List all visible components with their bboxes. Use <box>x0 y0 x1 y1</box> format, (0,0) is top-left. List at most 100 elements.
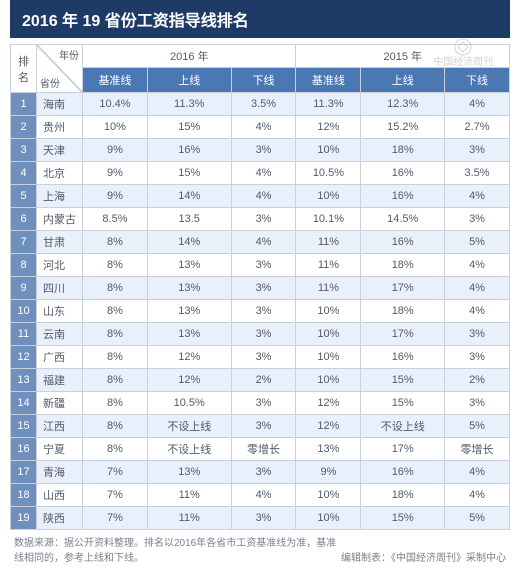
table-row: 2贵州10%15%4%12%15.2%2.7% <box>11 116 510 139</box>
rank-cell: 11 <box>11 323 37 346</box>
base-2016-cell: 9% <box>83 162 148 185</box>
rank-cell: 8 <box>11 254 37 277</box>
rank-cell: 4 <box>11 162 37 185</box>
table-row: 14新疆8%10.5%3%12%15%3% <box>11 392 510 415</box>
upper-2015-cell: 16% <box>361 346 445 369</box>
lower-2016-cell: 3% <box>231 415 296 438</box>
base-2016-cell: 7% <box>83 507 148 530</box>
table-row: 5上海9%14%4%10%16%4% <box>11 185 510 208</box>
upper-2015-cell: 16% <box>361 162 445 185</box>
table-row: 3天津9%16%3%10%18%3% <box>11 139 510 162</box>
upper-2016-cell: 13% <box>147 254 231 277</box>
base-2015-cell: 11% <box>296 277 361 300</box>
base-2015-cell: 10% <box>296 300 361 323</box>
lower-2016-cell: 3% <box>231 346 296 369</box>
sub-lower-2015: 下线 <box>445 68 510 93</box>
upper-2015-cell: 16% <box>361 461 445 484</box>
base-2016-cell: 8% <box>83 415 148 438</box>
lower-2015-cell: 2.7% <box>445 116 510 139</box>
footer-line2: 线相同的，参考上线和下线。 <box>14 551 144 566</box>
province-cell: 福建 <box>37 369 83 392</box>
base-2015-cell: 10.5% <box>296 162 361 185</box>
sub-upper-2015: 上线 <box>361 68 445 93</box>
base-2015-cell: 10% <box>296 507 361 530</box>
rank-cell: 16 <box>11 438 37 461</box>
rank-cell: 2 <box>11 116 37 139</box>
upper-2016-cell: 11% <box>147 507 231 530</box>
base-2015-cell: 10% <box>296 323 361 346</box>
province-cell: 四川 <box>37 277 83 300</box>
table-row: 7甘肃8%14%4%11%16%5% <box>11 231 510 254</box>
rank-cell: 1 <box>11 93 37 116</box>
year-2015-header: 2015 年 <box>296 45 510 68</box>
lower-2015-cell: 3.5% <box>445 162 510 185</box>
lower-2015-cell: 3% <box>445 346 510 369</box>
base-2015-cell: 12% <box>296 415 361 438</box>
base-2015-cell: 11.3% <box>296 93 361 116</box>
upper-2016-cell: 16% <box>147 139 231 162</box>
base-2016-cell: 8% <box>83 277 148 300</box>
footer-line1: 数据来源：据公开资料整理。排名以2016年各省市工资基准线为准，基准 <box>14 536 506 551</box>
base-2016-cell: 8% <box>83 392 148 415</box>
upper-2016-cell: 15% <box>147 116 231 139</box>
table-row: 18山西7%11%4%10%18%4% <box>11 484 510 507</box>
base-2016-cell: 8% <box>83 369 148 392</box>
upper-2015-cell: 18% <box>361 139 445 162</box>
upper-2015-cell: 17% <box>361 277 445 300</box>
lower-2015-cell: 4% <box>445 300 510 323</box>
lower-2016-cell: 3% <box>231 139 296 162</box>
lower-2015-cell: 零增长 <box>445 438 510 461</box>
upper-2015-cell: 14.5% <box>361 208 445 231</box>
upper-2015-cell: 15% <box>361 392 445 415</box>
upper-2015-cell: 15% <box>361 369 445 392</box>
lower-2015-cell: 3% <box>445 208 510 231</box>
upper-2016-cell: 不设上线 <box>147 415 231 438</box>
base-2015-cell: 13% <box>296 438 361 461</box>
table-row: 17青海7%13%3%9%16%4% <box>11 461 510 484</box>
base-2015-cell: 10% <box>296 139 361 162</box>
lower-2016-cell: 3% <box>231 300 296 323</box>
table-row: 16宁夏8%不设上线零增长13%17%零增长 <box>11 438 510 461</box>
province-cell: 天津 <box>37 139 83 162</box>
lower-2016-cell: 3% <box>231 392 296 415</box>
base-2015-cell: 10% <box>296 185 361 208</box>
upper-2016-cell: 13% <box>147 300 231 323</box>
upper-2015-cell: 17% <box>361 438 445 461</box>
upper-2016-cell: 不设上线 <box>147 438 231 461</box>
sub-upper-2016: 上线 <box>147 68 231 93</box>
table-row: 4北京9%15%4%10.5%16%3.5% <box>11 162 510 185</box>
footer-line3: 编辑制表：《中国经济周刊》采制中心 <box>341 551 506 566</box>
base-2015-cell: 9% <box>296 461 361 484</box>
lower-2016-cell: 4% <box>231 116 296 139</box>
table-row: 1海南10.4%11.3%3.5%11.3%12.3%4% <box>11 93 510 116</box>
province-cell: 山西 <box>37 484 83 507</box>
base-2015-cell: 10% <box>296 369 361 392</box>
upper-2015-cell: 18% <box>361 254 445 277</box>
province-cell: 河北 <box>37 254 83 277</box>
upper-2016-cell: 11.3% <box>147 93 231 116</box>
lower-2015-cell: 3% <box>445 392 510 415</box>
rank-cell: 18 <box>11 484 37 507</box>
ranking-table: 排名 年份 省份 2016 年 2015 年 基准线 上线 下线 基准线 上线 … <box>10 44 510 530</box>
province-cell: 贵州 <box>37 116 83 139</box>
rank-cell: 19 <box>11 507 37 530</box>
table-row: 13福建8%12%2%10%15%2% <box>11 369 510 392</box>
province-cell: 云南 <box>37 323 83 346</box>
lower-2016-cell: 3% <box>231 277 296 300</box>
base-2016-cell: 8.5% <box>83 208 148 231</box>
lower-2015-cell: 2% <box>445 369 510 392</box>
base-2016-cell: 10.4% <box>83 93 148 116</box>
rank-cell: 15 <box>11 415 37 438</box>
lower-2016-cell: 3% <box>231 208 296 231</box>
base-2015-cell: 11% <box>296 231 361 254</box>
lower-2016-cell: 零增长 <box>231 438 296 461</box>
rank-cell: 14 <box>11 392 37 415</box>
base-2015-cell: 12% <box>296 392 361 415</box>
base-2016-cell: 8% <box>83 300 148 323</box>
lower-2015-cell: 5% <box>445 231 510 254</box>
lower-2016-cell: 4% <box>231 185 296 208</box>
lower-2015-cell: 5% <box>445 507 510 530</box>
province-cell: 海南 <box>37 93 83 116</box>
base-2015-cell: 10% <box>296 346 361 369</box>
upper-2016-cell: 11% <box>147 484 231 507</box>
